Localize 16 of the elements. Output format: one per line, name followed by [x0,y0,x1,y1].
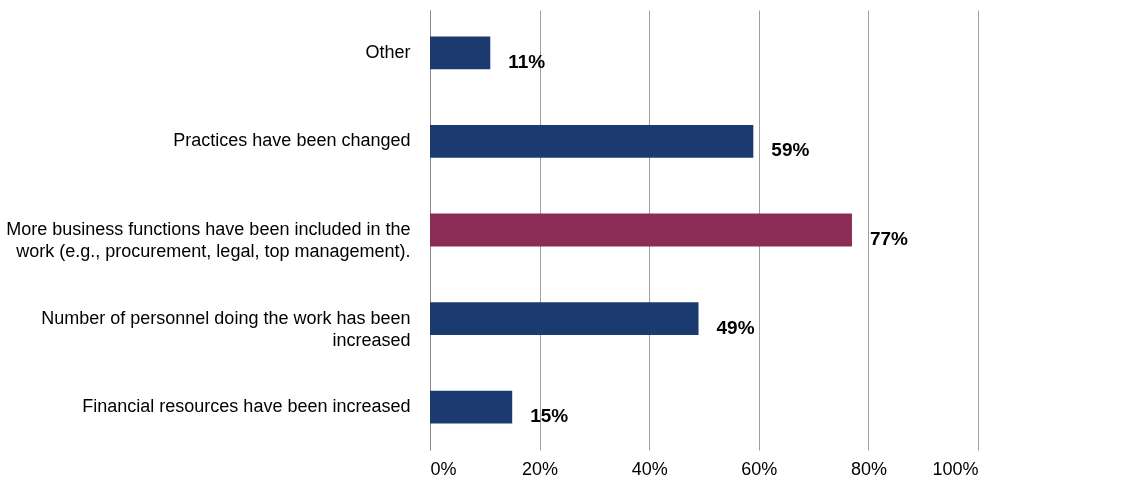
y-tick-label: Number of personnel doing the work has been increased [41,307,411,350]
x-tick-label: 80% [850,458,887,479]
y-tick-label: Practices have been changed [173,130,411,151]
x-tick-label: 100% [932,458,979,479]
data-label: 59% [771,139,810,161]
data-label: 49% [716,316,755,338]
data-label: 77% [869,228,909,249]
y-tick-label: Other [365,41,411,62]
data-label: 15% [530,405,569,427]
x-tick-label: 20% [522,458,559,479]
x-tick-label: 40% [631,458,668,479]
x-tick-label: 60% [741,458,778,479]
y-tick-label: More business functions have been included in the work (e.g., procurement, legal, top management). [6,219,411,261]
data-label: 11% [508,50,546,72]
y-tick-label: Financial resources have been increased [82,396,411,417]
x-tick-label: 0% [430,458,457,479]
